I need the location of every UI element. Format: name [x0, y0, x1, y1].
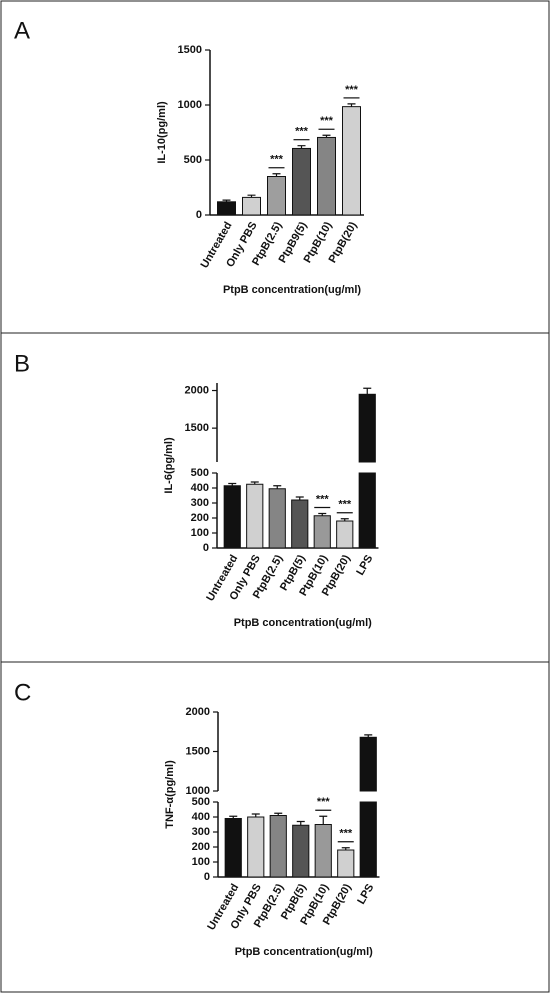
y-tick-label: 0 — [204, 871, 210, 883]
bar — [336, 520, 354, 549]
error-bar — [274, 812, 283, 816]
error-bar — [340, 518, 349, 521]
bar — [224, 818, 242, 878]
error-bar — [297, 145, 306, 149]
bar — [292, 147, 311, 216]
y-tick-label: 100 — [192, 856, 210, 868]
y-tick-label: 1500 — [186, 745, 210, 757]
error-bar — [363, 387, 372, 395]
panel-label: B — [14, 350, 30, 377]
error-bar — [229, 815, 238, 819]
y-tick-label: 300 — [192, 826, 210, 838]
bar — [358, 472, 376, 549]
significance: *** — [338, 499, 352, 511]
y-tick-label: 500 — [192, 796, 210, 808]
error-bar — [228, 482, 237, 486]
significance: *** — [320, 115, 334, 127]
bar — [268, 488, 286, 549]
bar — [358, 393, 376, 463]
error-bar — [251, 813, 260, 817]
y-tick-label: 1500 — [185, 422, 209, 434]
x-axis-label: PtpB concentration(ug/ml) — [235, 946, 373, 958]
panel-frame — [0, 661, 550, 993]
y-tick-label: 2000 — [186, 706, 210, 718]
error-bar — [273, 485, 282, 489]
bar — [359, 801, 377, 878]
bar — [317, 136, 336, 216]
y-tick-label: 0 — [196, 209, 202, 221]
bar — [342, 106, 361, 216]
bar — [291, 499, 309, 549]
error-bar — [272, 173, 281, 177]
bar — [337, 849, 355, 878]
error-bar — [341, 847, 350, 850]
error-bar — [347, 103, 356, 107]
x-tick-label: LPS — [355, 882, 376, 907]
bar — [269, 815, 287, 878]
y-tick-label: 1000 — [178, 99, 202, 111]
x-axis-label: PtpB concentration(ug/ml) — [234, 617, 372, 629]
bar — [217, 201, 236, 216]
significance: *** — [270, 154, 284, 166]
bar — [246, 483, 264, 549]
y-tick-label: 100 — [191, 527, 209, 539]
bar — [247, 816, 265, 878]
error-bar — [222, 199, 231, 202]
y-tick-label: 300 — [191, 497, 209, 509]
bar — [359, 736, 377, 792]
bar — [242, 196, 261, 216]
error-bar — [318, 512, 327, 516]
panel-label: C — [14, 679, 31, 706]
y-axis-label: IL-6(pg/ml) — [163, 437, 175, 494]
y-axis-label: TNF-α(pg/ml) — [164, 760, 176, 829]
bar — [292, 824, 310, 878]
y-tick-label: 2000 — [185, 384, 209, 396]
error-bar — [296, 820, 305, 826]
error-bar — [247, 194, 256, 198]
y-tick-label: 200 — [191, 512, 209, 524]
y-tick-label: 400 — [192, 811, 210, 823]
bar — [267, 176, 286, 216]
y-tick-label: 1000 — [186, 785, 210, 797]
error-bar — [364, 734, 373, 738]
error-bar — [250, 481, 259, 485]
y-tick-label: 0 — [203, 542, 209, 554]
significance: *** — [339, 828, 353, 840]
x-tick-label: LPS — [354, 553, 375, 578]
y-tick-label: 200 — [192, 841, 210, 853]
y-axis-label: IL-10(pg/ml) — [156, 101, 168, 164]
significance: *** — [316, 493, 330, 505]
y-tick-label: 1500 — [178, 44, 202, 56]
significance: *** — [345, 84, 359, 96]
y-tick-label: 500 — [184, 154, 202, 166]
y-tick-label: 400 — [191, 482, 209, 494]
error-bar — [322, 134, 331, 138]
bar — [223, 485, 241, 549]
y-tick-label: 500 — [191, 467, 209, 479]
x-axis-label: PtpB concentration(ug/ml) — [223, 284, 361, 296]
significance: *** — [317, 796, 331, 808]
significance: *** — [295, 126, 309, 138]
bar — [314, 824, 332, 878]
panel-label: A — [14, 17, 30, 44]
error-bar — [319, 815, 328, 825]
error-bar — [295, 496, 304, 500]
bar — [313, 515, 331, 549]
